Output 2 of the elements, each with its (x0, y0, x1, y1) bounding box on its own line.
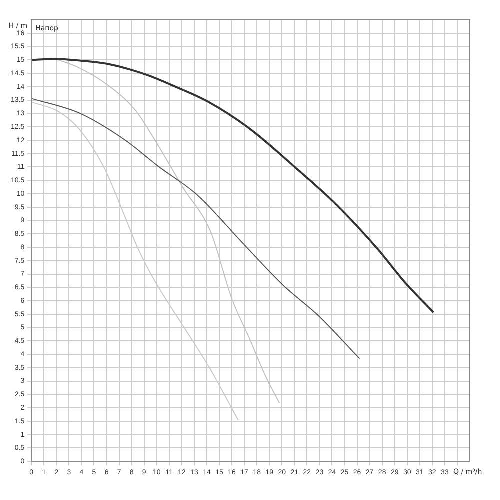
line-series (32, 58, 435, 314)
line-series (32, 98, 360, 360)
